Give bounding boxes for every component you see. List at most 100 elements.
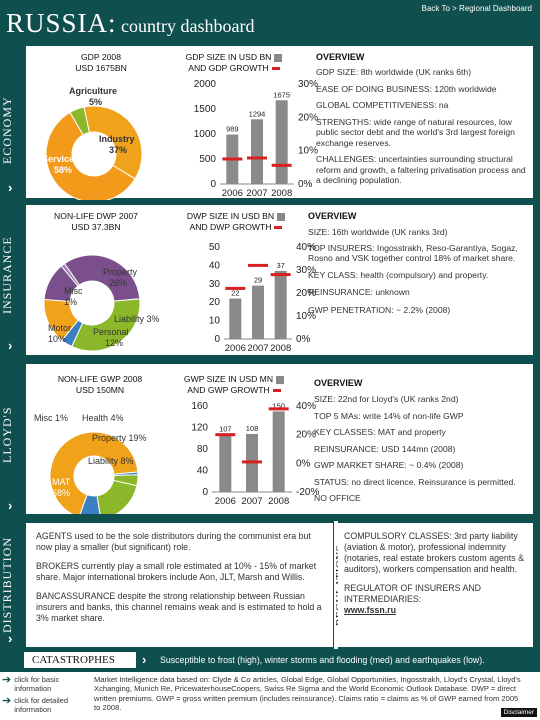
regulations-compulsory: COMPULSORY CLASSES: 3rd party liability … xyxy=(344,531,524,574)
personal-pct: 12% xyxy=(105,338,124,348)
motor-label: Motor 10% xyxy=(48,323,71,345)
industry-label: Industry 37% xyxy=(99,134,135,156)
personal-label: Personal 12% xyxy=(93,327,129,349)
insurance-panel: NON-LIFE DWP 2007 USD 37.3BN Health 26% P… xyxy=(24,203,535,357)
insurance-ov-penetration: GWP PENETRATION: ~ 2.2% (2008) xyxy=(308,304,451,315)
bar-value-label: 1675 xyxy=(273,90,290,99)
property-label: Property 26% xyxy=(103,267,137,289)
industry-label-text: Industry xyxy=(99,134,135,144)
economy-ov-challenges: CHALLENGES: uncertainties surrounding st… xyxy=(316,154,526,185)
y2-tick-label: 20% xyxy=(296,288,316,299)
y-tick-label: 40 xyxy=(209,260,221,271)
growth-marker xyxy=(242,460,262,464)
y-tick-label: 30 xyxy=(209,279,221,290)
bar-value-label: 22 xyxy=(231,289,239,298)
distribution-brokers: BROKERS currently play a small role esti… xyxy=(36,561,317,582)
growth-marker xyxy=(247,156,267,160)
mat-label-text: MAT xyxy=(52,477,71,487)
agriculture-label: Agriculture 5% xyxy=(69,86,117,108)
misc-label: Misc 1% xyxy=(64,286,83,308)
y2-tick-label: 30% xyxy=(296,265,316,276)
gwp-bar-title-line2: AND GWP GROWTH xyxy=(172,385,296,396)
dwp-bar-title-line2: AND DWP GROWTH xyxy=(176,222,296,233)
section-label-lloyds: LLOYD'S xyxy=(0,406,14,464)
gwp-bar-title-line1: GWP SIZE IN USD MN xyxy=(172,374,296,385)
footer-bar xyxy=(0,672,540,720)
motor-label-text: Motor xyxy=(48,323,72,333)
gdp-bar-chart: 0 500 1000 1500 2000 0% 10% 20% 30% 989 2006 1294 20… xyxy=(194,79,318,196)
bar-value-label: 29 xyxy=(254,276,262,285)
gdp-bar-title-line2-text: AND GDP GROWTH xyxy=(188,63,269,73)
insurance-overview-title: OVERVIEW xyxy=(308,211,357,221)
catastrophes-arrow-icon[interactable]: › xyxy=(142,652,147,667)
dwp-bar-title-line2-text: AND DWP GROWTH xyxy=(189,222,272,232)
distribution-panel: AGENTS used to be the sole distributors … xyxy=(24,521,335,649)
expand-insurance-icon[interactable]: › xyxy=(8,338,13,353)
x-tick-label: 2008 xyxy=(271,188,292,196)
dwp-pie-title: NON-LIFE DWP 2007 USD 37.3BN xyxy=(36,211,156,233)
growth-marker xyxy=(248,263,268,267)
growth-marker xyxy=(225,286,246,290)
y-tick-label: 2000 xyxy=(194,79,217,90)
bar-value-label: 108 xyxy=(246,424,259,433)
insurance-ov-top-insurers: TOP INSURERS: Ingosstrakh, Reso-Garantiy… xyxy=(308,242,518,264)
dwp-bar-title: DWP SIZE IN USD BN AND DWP GROWTH xyxy=(176,211,296,233)
health-pct: 26% xyxy=(46,257,65,267)
bar-value-label: 107 xyxy=(219,424,232,433)
lloyds-ov-market-share: GWP MARKET SHARE: ~ 0.4% (2008) xyxy=(314,460,464,470)
gwp-pie-title-line1: NON-LIFE GWP 2008 xyxy=(57,374,143,384)
basic-info-link[interactable]: ➔ click for basic information xyxy=(2,674,72,693)
insurance-ov-key-class: KEY CLASS: health (compulsory) and prope… xyxy=(308,269,489,280)
economy-overview-title: OVERVIEW xyxy=(316,52,365,62)
y-tick-label: 80 xyxy=(197,444,209,455)
regulations-regulator: REGULATOR OF INSURERS AND INTERMEDIARIES… xyxy=(344,583,482,604)
expand-economy-icon[interactable]: › xyxy=(8,180,13,195)
detailed-info-link[interactable]: ➔ click for detailed information xyxy=(2,696,82,714)
page-header: RUSSIA: country dashboard xyxy=(6,8,254,39)
y2-tick-label: 40% xyxy=(296,401,316,412)
growth-marker xyxy=(268,407,289,411)
insurance-overview: OVERVIEW SIZE: 16th worldwide (UK ranks … xyxy=(308,211,532,315)
bar xyxy=(274,270,287,339)
x-tick-label: 2008 xyxy=(268,496,289,507)
bar xyxy=(219,434,232,492)
dwp-bar-chart: 0 10 20 30 40 50 0% 10% 20% 30% 40% 22 2006 29 2007 37 2… xyxy=(209,242,316,354)
lloyds-property-label: Property 19% xyxy=(92,433,147,443)
lloyds-ov-status: STATUS: no direct licence. Reinsurance i… xyxy=(314,476,516,487)
distribution-agents: AGENTS used to be the sole distributors … xyxy=(36,531,311,552)
misc-label-text: Misc xyxy=(64,286,83,296)
regulator-link[interactable]: www.fssn.ru xyxy=(344,605,396,615)
misc-pct: 1% xyxy=(64,297,78,307)
mat-pct: 68% xyxy=(52,488,71,498)
dwp-bar-title-line1-text: DWP SIZE IN USD BN xyxy=(186,211,275,221)
health-label: Health 26% xyxy=(46,246,72,268)
bar xyxy=(272,411,285,492)
personal-label-text: Personal xyxy=(93,327,129,337)
bar-value-label: 37 xyxy=(276,261,284,270)
mat-label: MAT 68% xyxy=(52,477,70,499)
gdp-pie-title-line2: USD 1675BN xyxy=(75,63,127,73)
economy-ov-doing-business: EASE OF DOING BUSINESS: 120th worldwide xyxy=(316,83,497,94)
growth-marker xyxy=(222,157,243,161)
bar xyxy=(275,100,288,184)
economy-panel: GDP 2008 USD 1675BN Agriculture 5% Indust… xyxy=(24,44,535,200)
insurance-ov-reinsurance: REINSURANCE: unknown xyxy=(308,287,410,297)
expand-lloyds-icon[interactable]: › xyxy=(8,498,13,513)
dwp-bar-title-line1: DWP SIZE IN USD BN xyxy=(176,211,296,222)
lloyds-panel: NON-LIFE GWP 2008 USD 150MN Misc 1% Heal… xyxy=(24,362,535,516)
property-pct: 26% xyxy=(109,278,128,288)
gwp-slice-4 xyxy=(79,494,101,514)
economy-overview: OVERVIEW GDP SIZE: 8th worldwide (UK ran… xyxy=(316,52,532,186)
disclaimer-button[interactable]: Disclaimer xyxy=(500,708,537,717)
back-to-regional-link[interactable]: Back To > Regional Dashboard xyxy=(421,4,532,13)
expand-distribution-icon[interactable]: › xyxy=(8,631,13,646)
lloyds-ov-office: NO OFFICE xyxy=(314,493,361,503)
bar-value-label: 989 xyxy=(226,125,239,134)
y2-tick-label: 40% xyxy=(296,242,316,253)
gwp-pie-title-line2: USD 150MN xyxy=(75,385,125,395)
industry-pct: 37% xyxy=(109,145,128,155)
arrow-icon: ➔ xyxy=(2,674,12,686)
lloyds-ov-top-mas: TOP 5 MAs: write 14% of non-life GWP xyxy=(314,410,464,421)
y2-tick-label: 30% xyxy=(298,79,318,90)
page-subtitle: country dashboard xyxy=(120,16,255,36)
